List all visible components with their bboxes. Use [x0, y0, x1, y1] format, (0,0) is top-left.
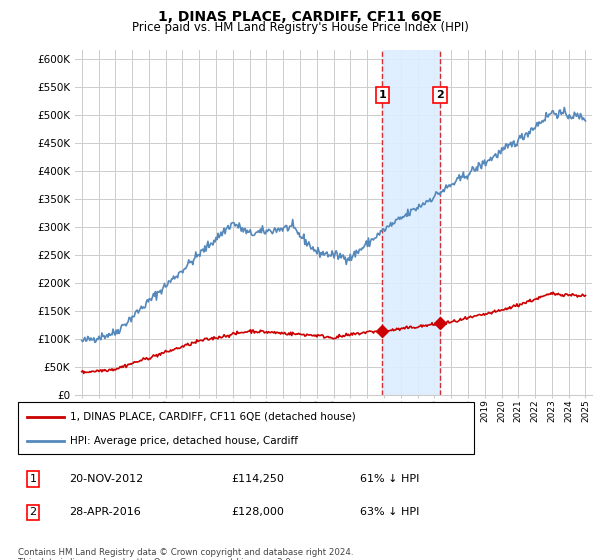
Text: 1: 1: [379, 90, 386, 100]
Bar: [382, 50, 440, 395]
Text: £128,000: £128,000: [231, 507, 284, 517]
Text: Price paid vs. HM Land Registry's House Price Index (HPI): Price paid vs. HM Land Registry's House …: [131, 21, 469, 34]
Text: 2: 2: [29, 507, 37, 517]
Text: 63% ↓ HPI: 63% ↓ HPI: [360, 507, 419, 517]
Text: HPI: Average price, detached house, Cardiff: HPI: Average price, detached house, Card…: [70, 436, 298, 446]
FancyBboxPatch shape: [18, 402, 474, 454]
Text: Contains HM Land Registry data © Crown copyright and database right 2024.
This d: Contains HM Land Registry data © Crown c…: [18, 548, 353, 560]
Text: 2: 2: [436, 90, 444, 100]
Text: 20-NOV-2012: 20-NOV-2012: [69, 474, 143, 484]
Text: 1: 1: [29, 474, 37, 484]
Text: £114,250: £114,250: [231, 474, 284, 484]
Text: 28-APR-2016: 28-APR-2016: [69, 507, 141, 517]
Text: 1, DINAS PLACE, CARDIFF, CF11 6QE: 1, DINAS PLACE, CARDIFF, CF11 6QE: [158, 10, 442, 24]
Text: 61% ↓ HPI: 61% ↓ HPI: [360, 474, 419, 484]
Text: 1, DINAS PLACE, CARDIFF, CF11 6QE (detached house): 1, DINAS PLACE, CARDIFF, CF11 6QE (detac…: [70, 412, 356, 422]
